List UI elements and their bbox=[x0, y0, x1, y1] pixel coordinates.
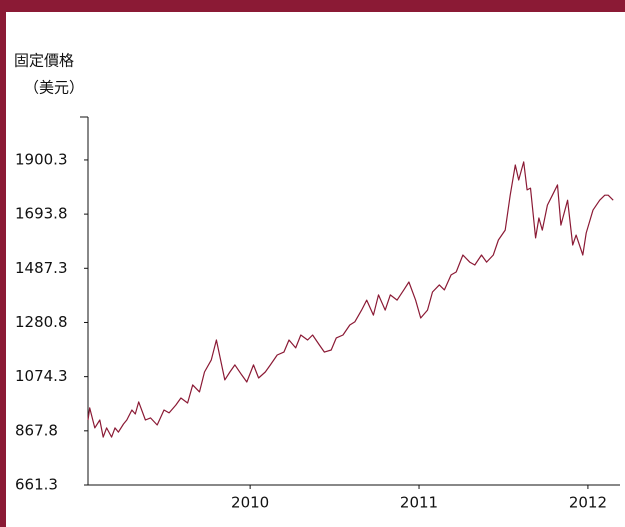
y-tick-label: 867.8 bbox=[15, 421, 58, 439]
y-tick-label: 661.3 bbox=[15, 476, 58, 494]
panel bbox=[6, 12, 625, 527]
x-tick-label: 2012 bbox=[569, 494, 607, 512]
line bbox=[87, 161, 614, 438]
y-tick-label: 1074.3 bbox=[15, 367, 68, 385]
y-tick-label: 1900.3 bbox=[15, 150, 68, 168]
x-tick-label: 2011 bbox=[400, 494, 438, 512]
y-tick-label: 1693.8 bbox=[15, 205, 68, 223]
y-tick-label: 1280.8 bbox=[15, 313, 68, 331]
y-axis-label: （美元） bbox=[24, 79, 84, 97]
y-tick-label: 1487.3 bbox=[15, 259, 68, 277]
x-tick-label: 2010 bbox=[231, 494, 269, 512]
y-axis-label: 固定價格 bbox=[14, 52, 74, 70]
